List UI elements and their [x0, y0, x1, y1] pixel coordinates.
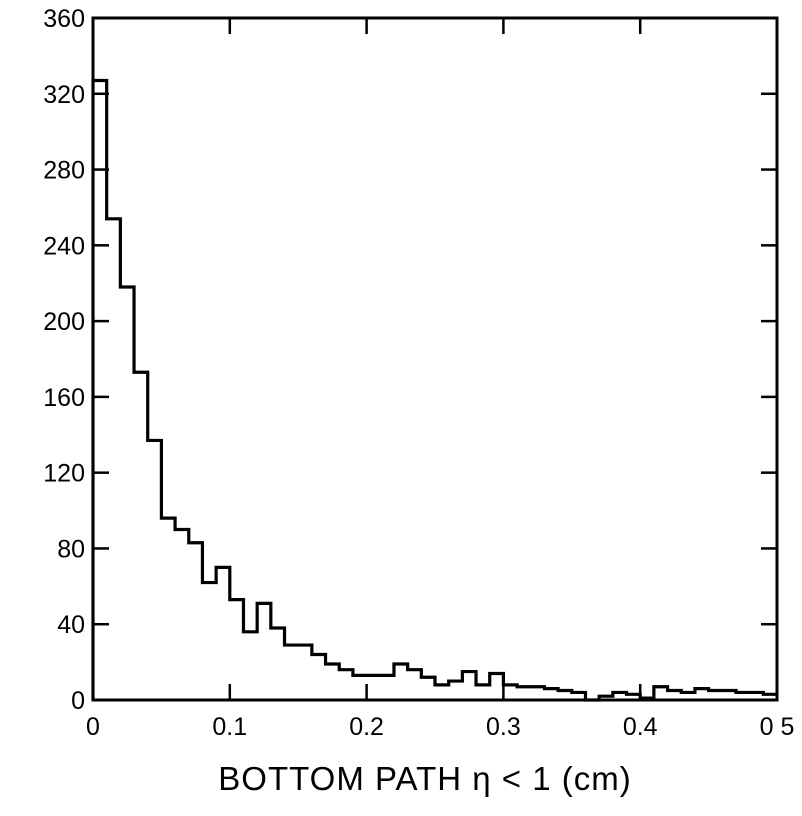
y-tick-label: 0 — [71, 687, 85, 715]
y-tick-label: 160 — [43, 384, 85, 412]
histogram-bin — [476, 685, 490, 700]
y-tick-label: 40 — [57, 611, 85, 639]
x-axis-tick-labels: 0 0.1 0.2 0.3 0.4 0 5 — [86, 713, 794, 741]
histogram-bin — [367, 675, 381, 700]
x-tick-label: 0 — [86, 713, 100, 741]
histogram-bin — [544, 689, 558, 700]
x-axis-label: BOTTOM PATH η < 1 (cm) — [218, 760, 631, 797]
histogram-bin — [257, 603, 271, 700]
plot-frame — [91, 16, 779, 702]
histogram-bin — [134, 372, 148, 700]
histogram-step-line — [91, 78, 777, 702]
x-tick-label: 0.3 — [486, 713, 521, 741]
x-tick-label: 0 5 — [760, 713, 795, 741]
histogram-bins — [93, 81, 777, 700]
y-axis-tick-labels: 0 40 80 120 160 200 240 280 320 360 — [43, 5, 85, 715]
histogram-bin — [312, 655, 326, 700]
y-axis-ticks-right — [761, 16, 777, 702]
histogram-bin — [107, 219, 121, 700]
y-tick-label: 120 — [43, 460, 85, 488]
histogram-bin — [421, 677, 435, 700]
histogram-bin — [216, 567, 230, 700]
histogram-bin — [161, 518, 175, 700]
histogram-bin — [490, 673, 504, 700]
histogram-bin — [230, 600, 244, 700]
y-tick-label: 240 — [43, 232, 85, 260]
histogram-bin — [120, 287, 134, 700]
histogram-bin — [189, 543, 203, 700]
histogram-bin — [353, 675, 367, 700]
histogram-bin — [517, 687, 531, 700]
histogram-bin — [298, 645, 312, 700]
histogram-bin — [380, 675, 394, 700]
x-tick-label: 0.4 — [623, 713, 658, 741]
histogram-bin — [339, 670, 353, 700]
histogram-bin — [695, 689, 709, 700]
histogram-bin — [435, 685, 449, 700]
histogram-bin — [503, 685, 517, 700]
histogram-bin — [243, 632, 257, 700]
y-tick-label: 360 — [43, 5, 85, 33]
histogram-bin — [175, 530, 189, 701]
x-tick-label: 0.1 — [212, 713, 247, 741]
histogram-bin — [202, 583, 216, 700]
histogram-bin — [271, 628, 285, 700]
x-tick-label: 0.2 — [349, 713, 384, 741]
y-tick-label: 280 — [43, 157, 85, 185]
y-tick-label: 200 — [43, 308, 85, 336]
y-tick-label: 320 — [43, 81, 85, 109]
histogram-bin — [531, 687, 545, 700]
histogram-bin — [462, 672, 476, 700]
histogram-bin — [285, 645, 299, 700]
y-tick-label: 80 — [57, 535, 85, 563]
histogram-bin — [93, 81, 107, 700]
x-axis-ticks-top — [91, 18, 779, 34]
histogram-bin — [408, 670, 422, 700]
histogram-bin — [654, 687, 668, 700]
histogram-bin — [326, 664, 340, 700]
histogram-bin — [449, 681, 463, 700]
histogram-bin — [148, 440, 162, 700]
histogram-bin — [394, 664, 408, 700]
